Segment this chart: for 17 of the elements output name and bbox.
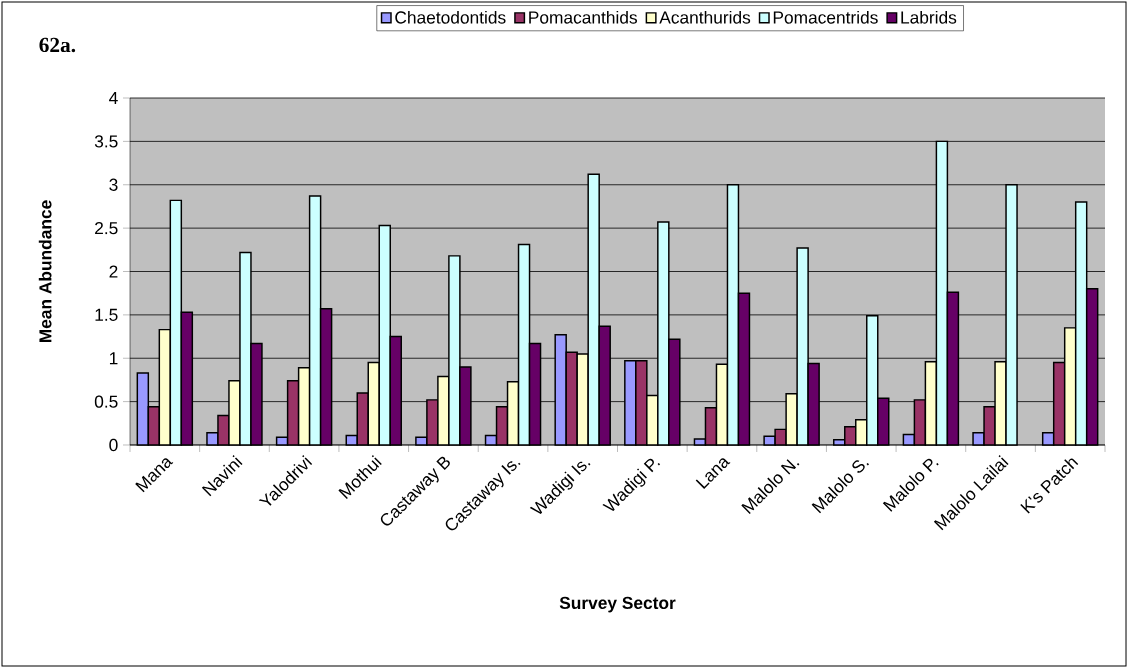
y-tick-label: 3 (109, 178, 118, 191)
y-tick-label: 1 (109, 352, 118, 365)
y-tick-label: 2 (109, 265, 118, 278)
y-tick-label: 4 (109, 92, 118, 104)
chart-title: 62a. (39, 37, 76, 53)
y-axis-title: Mean Abundance (38, 200, 52, 343)
y-tick-label: 0.5 (94, 395, 118, 408)
legend-label: Pomacanthids (529, 10, 638, 24)
y-tick-label: 1.5 (95, 308, 118, 321)
y-tick-label: 0 (109, 438, 118, 452)
legend-label: Chaetodontids (395, 10, 506, 24)
y-tick-label: 3.5 (94, 135, 118, 148)
legend-label: Acanthurids (659, 10, 751, 24)
legend-label: Pomacentrids (773, 10, 878, 24)
x-axis-title: Survey Sector (559, 596, 676, 613)
y-tick-label: 2.5 (95, 221, 118, 235)
legend-label: Labrids (901, 10, 957, 24)
